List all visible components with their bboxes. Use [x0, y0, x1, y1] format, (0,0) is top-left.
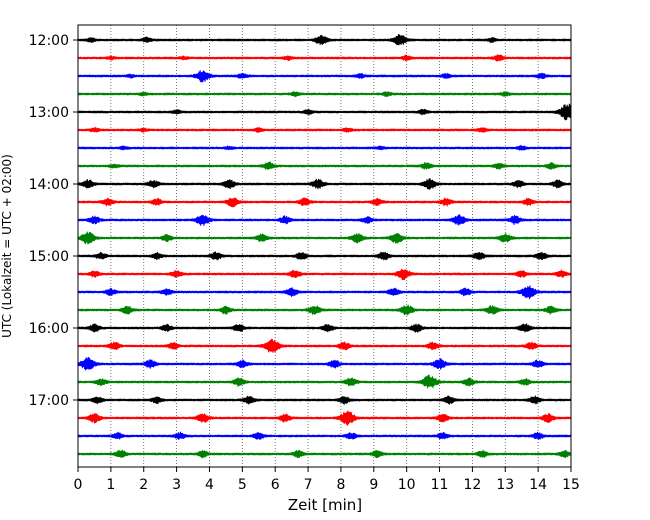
y-tick-label: 13:00 [29, 105, 69, 121]
trace-line [77, 91, 572, 98]
plot-frame [77, 24, 572, 468]
trace-line [77, 285, 572, 300]
x-tick-label: 15 [562, 477, 580, 493]
x-tick-label: 9 [369, 477, 378, 493]
x-tick-label: 12 [463, 477, 481, 493]
x-tick-label: 7 [304, 477, 313, 493]
y-tick-label: 16:00 [29, 321, 69, 337]
y-axis-ticks: 12:00 13:00 14:00 15:00 16:00 17:00 [29, 33, 78, 409]
trace-line [77, 34, 572, 46]
x-tick-label: 6 [271, 477, 280, 493]
trace-line [77, 410, 572, 426]
x-tick-label: 1 [106, 477, 115, 493]
y-tick-label: 12:00 [29, 33, 69, 49]
trace-line [77, 214, 572, 226]
trace-line [77, 449, 572, 459]
x-tick-label: 8 [336, 477, 345, 493]
x-tick-label: 0 [74, 477, 83, 493]
trace-line [77, 197, 572, 208]
trace-line [77, 323, 572, 333]
y-tick-label: 17:00 [29, 393, 69, 409]
x-tick-label: 10 [398, 477, 416, 493]
trace-line [77, 231, 572, 245]
trace-line [77, 268, 572, 281]
trace-line [77, 338, 572, 353]
x-tick-label: 2 [139, 477, 148, 493]
trace-line [77, 103, 572, 121]
x-tick-label: 4 [205, 477, 214, 493]
trace-line [77, 178, 572, 190]
y-tick-label: 15:00 [29, 249, 69, 265]
x-axis-label: Zeit [min] [288, 496, 362, 514]
x-axis-ticks: 0 1 2 3 4 5 6 7 8 9 10 11 12 13 14 15 [74, 467, 580, 493]
x-tick-label: 3 [172, 477, 181, 493]
trace-line [77, 54, 572, 62]
trace-line [77, 356, 572, 371]
trace-line [77, 431, 572, 441]
seismic-traces [77, 34, 572, 459]
x-tick-label: 11 [431, 477, 449, 493]
trace-line [77, 161, 572, 170]
trace-line [77, 251, 572, 261]
trace-line [77, 374, 572, 389]
x-tick-label: 13 [496, 477, 514, 493]
trace-line [77, 126, 572, 133]
x-tick-label: 14 [529, 477, 547, 493]
trace-line [77, 70, 572, 83]
y-tick-label: 14:00 [29, 177, 69, 193]
trace-line [77, 395, 572, 405]
trace-line [77, 144, 572, 151]
y-axis-label: UTC (Lokalzeit = UTC + 02:00) [0, 154, 14, 338]
x-tick-label: 5 [238, 477, 247, 493]
trace-line [77, 304, 572, 316]
